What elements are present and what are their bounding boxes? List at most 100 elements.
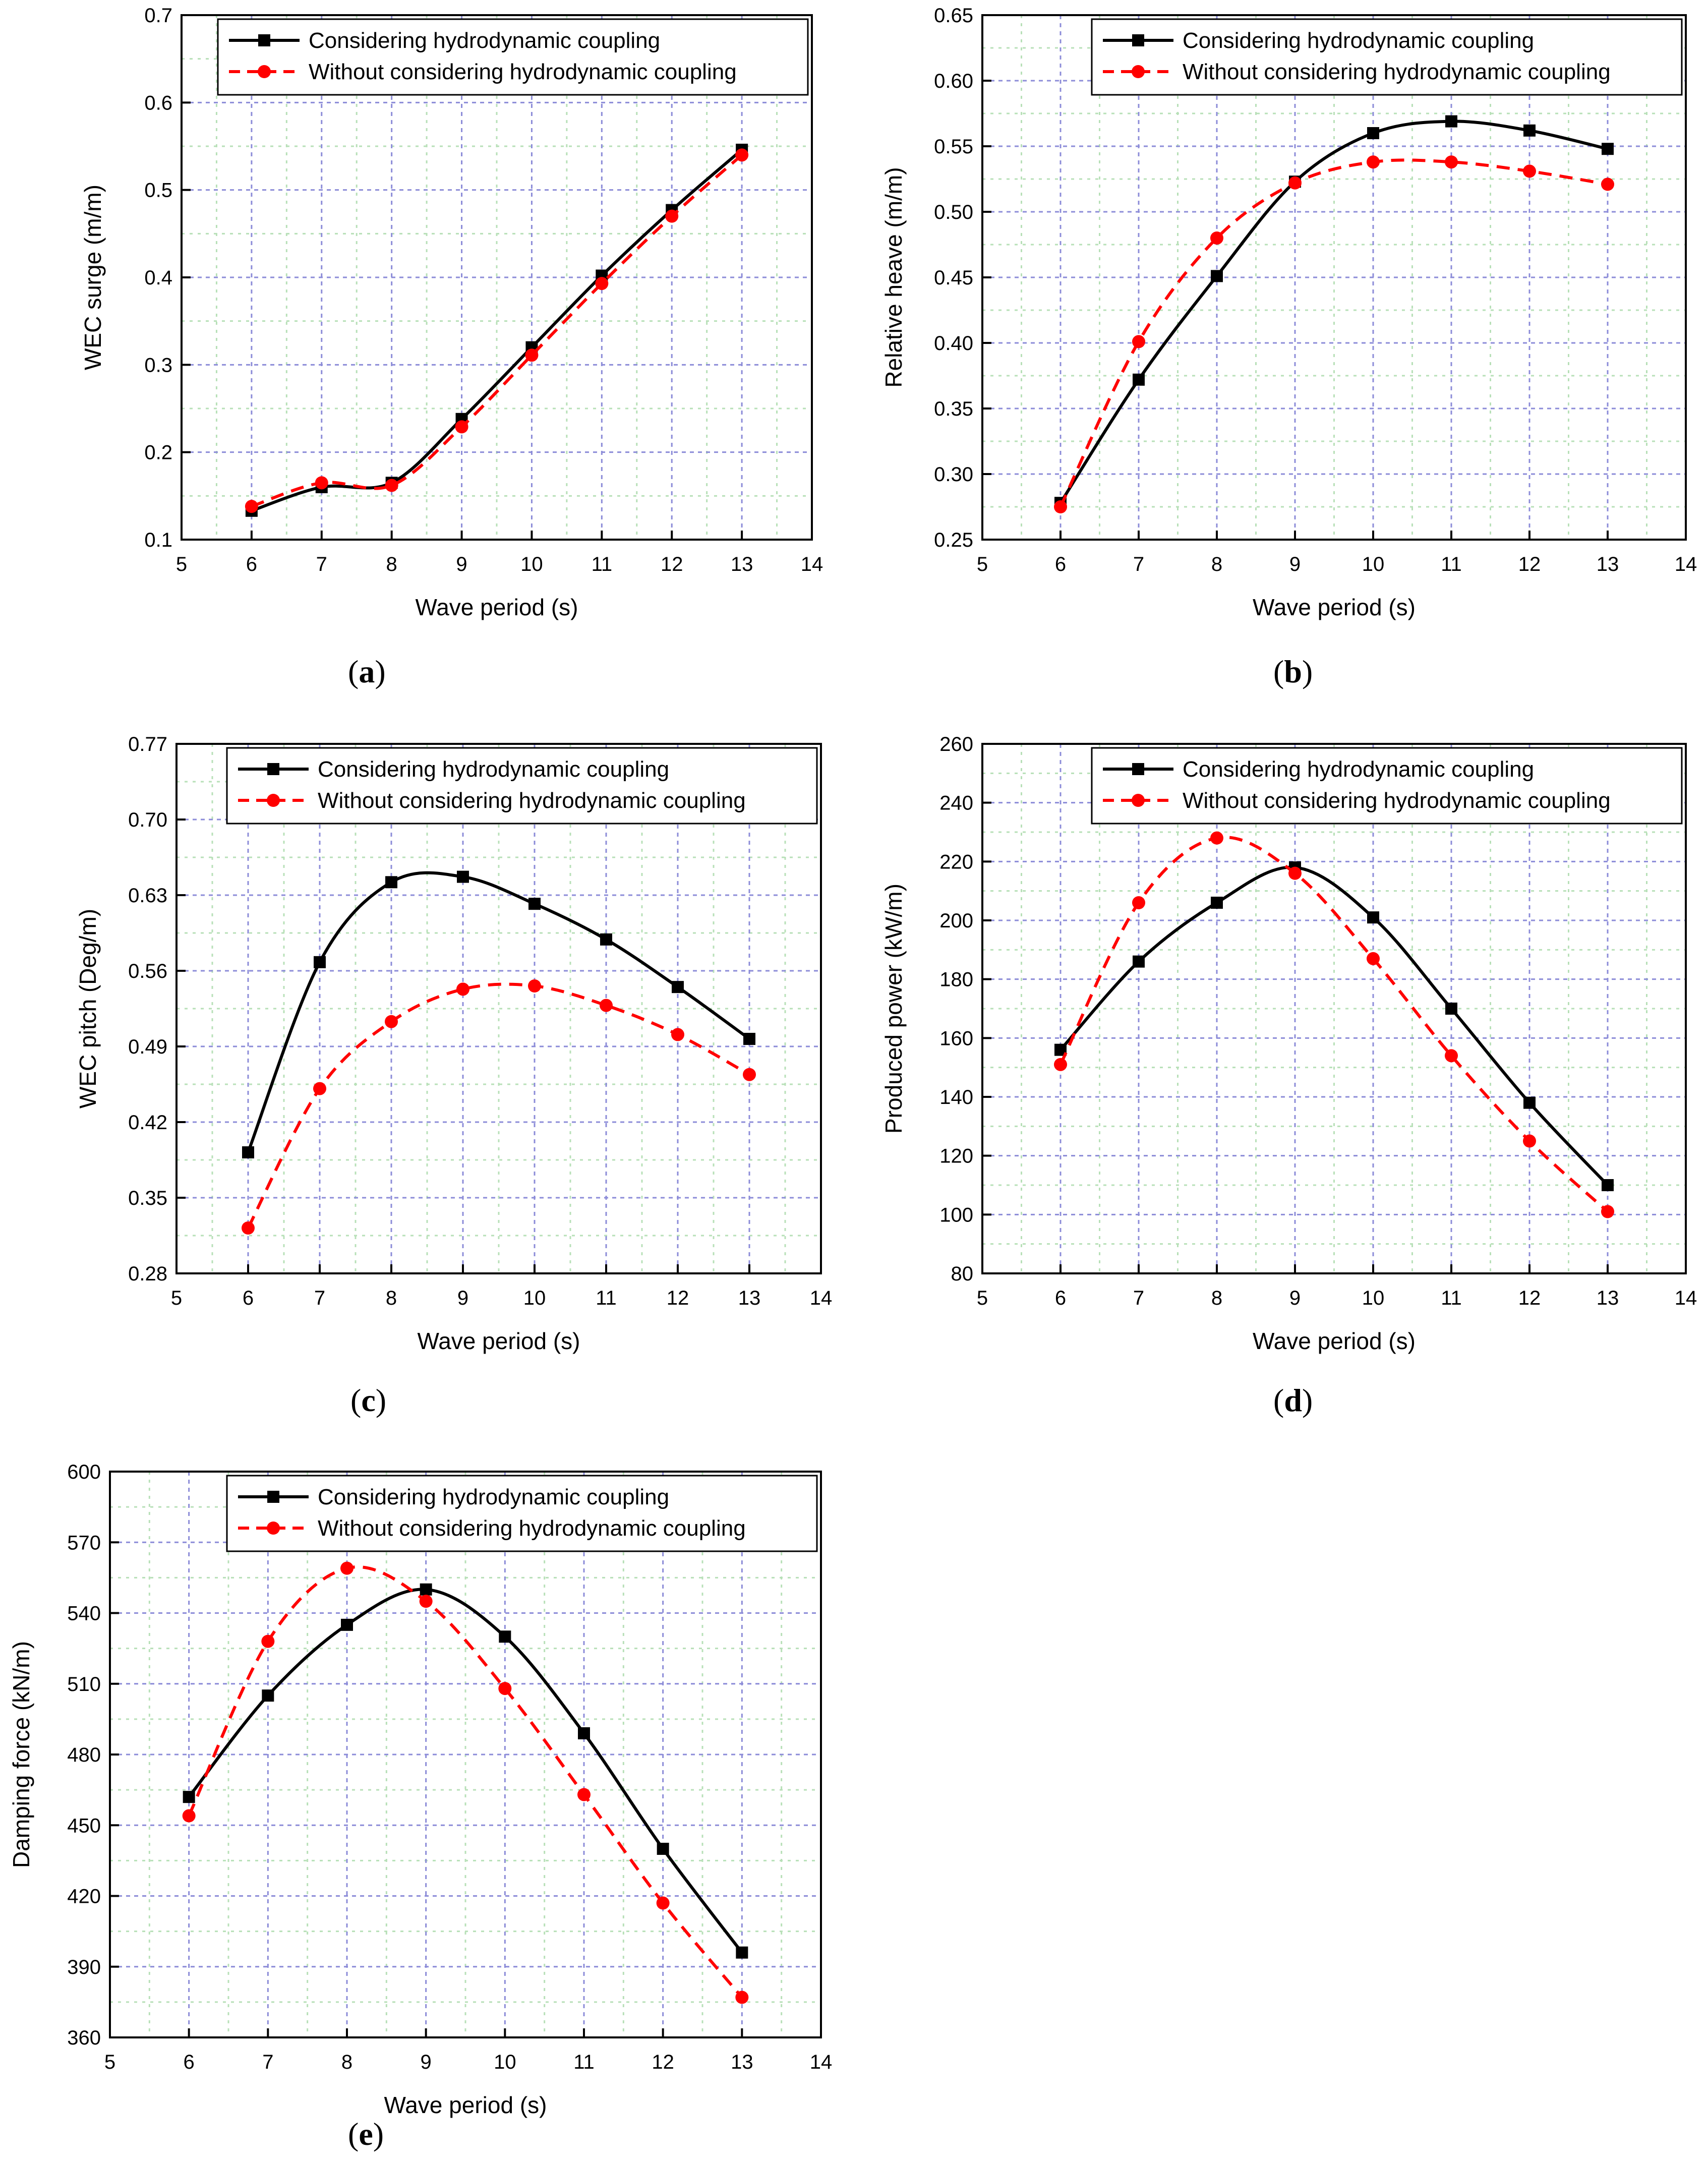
panel-label-letter: c	[361, 1382, 376, 1418]
x-tick-label: 11	[573, 2051, 595, 2073]
x-tick-label: 10	[520, 553, 543, 575]
y-axis-label: WEC pitch (Deg/m)	[75, 909, 101, 1108]
x-tick-label: 14	[1675, 553, 1697, 575]
y-tick-label: 0.6	[144, 92, 172, 114]
y-tick-label: 390	[67, 1956, 101, 1978]
data-point-circle	[1367, 952, 1380, 965]
x-tick-label: 11	[592, 553, 613, 575]
y-axis-label: Relative heave (m/m)	[880, 167, 907, 387]
x-tick-label: 8	[341, 2051, 352, 2073]
data-point-square	[242, 1146, 254, 1158]
y-tick-label: 120	[939, 1145, 973, 1167]
y-axis-label: WEC surge (m/m)	[80, 185, 106, 370]
y-tick-label: 0.2	[144, 442, 172, 464]
y-tick-label: 0.60	[934, 70, 973, 92]
legend-marker-square	[267, 1491, 279, 1503]
data-point-circle	[595, 277, 609, 290]
y-tick-label: 540	[67, 1603, 101, 1625]
x-axis-label: Wave period (s)	[1253, 594, 1416, 620]
y-tick-label: 600	[67, 1461, 101, 1483]
plot-frame	[109, 1471, 822, 2038]
y-tick-label: 0.4	[144, 267, 172, 289]
x-tick-label: 7	[262, 2051, 273, 2073]
y-tick-label: 570	[67, 1532, 101, 1554]
data-point-square	[1367, 911, 1379, 924]
data-point-square	[1602, 143, 1614, 155]
data-point-circle	[600, 999, 613, 1012]
data-point-circle	[1210, 231, 1223, 245]
panel-label-letter: a	[359, 654, 375, 689]
data-point-square	[1445, 115, 1457, 128]
data-point-circle	[1445, 1049, 1458, 1063]
data-point-circle	[1054, 1058, 1067, 1071]
data-point-square	[457, 870, 469, 883]
y-tick-label: 0.50	[934, 201, 973, 223]
data-point-circle	[315, 476, 328, 490]
x-axis-label: Wave period (s)	[1253, 1328, 1416, 1354]
data-point-circle	[735, 1991, 749, 2004]
x-tick-label: 9	[1289, 1287, 1301, 1309]
legend-marker-circle	[267, 1522, 280, 1535]
data-point-circle	[656, 1896, 670, 1910]
x-tick-label: 5	[171, 1287, 182, 1309]
data-point-circle	[671, 1028, 684, 1041]
data-point-square	[1133, 955, 1145, 968]
x-tick-label: 13	[738, 1287, 761, 1309]
data-point-circle	[385, 479, 398, 492]
x-tick-label: 14	[810, 1287, 833, 1309]
legend-marker-square	[258, 34, 270, 46]
legend-label: Considering hydrodynamic coupling	[1183, 757, 1534, 782]
y-tick-label: 0.35	[934, 398, 973, 420]
legend-marker-square	[267, 763, 279, 775]
x-tick-label: 7	[1133, 1287, 1144, 1309]
x-tick-label: 12	[1518, 553, 1541, 575]
data-point-square	[1523, 1096, 1536, 1109]
y-tick-label: 100	[939, 1204, 973, 1226]
data-point-square	[600, 933, 612, 946]
y-tick-label: 200	[939, 910, 973, 932]
series-line-considering-coupling	[247, 871, 750, 1153]
y-tick-label: 0.63	[128, 885, 167, 907]
data-point-circle	[455, 420, 468, 434]
x-tick-label: 13	[1597, 553, 1619, 575]
data-point-square	[1367, 127, 1379, 139]
plot-frame	[181, 14, 813, 541]
data-point-square	[528, 898, 541, 910]
legend-box	[217, 18, 809, 96]
x-tick-label: 6	[246, 553, 257, 575]
data-point-square	[578, 1727, 590, 1739]
x-tick-label: 9	[457, 1287, 468, 1309]
data-point-circle	[419, 1595, 433, 1608]
legend-label: Without considering hydrodynamic couplin…	[1183, 788, 1611, 813]
x-tick-label: 5	[176, 553, 187, 575]
x-tick-label: 14	[1675, 1287, 1697, 1309]
x-tick-label: 10	[1362, 553, 1385, 575]
data-point-square	[672, 981, 684, 993]
y-tick-label: 0.40	[934, 332, 973, 355]
legend-label: Considering hydrodynamic coupling	[318, 1485, 669, 1509]
y-tick-label: 0.25	[934, 529, 973, 551]
x-tick-label: 7	[314, 1287, 325, 1309]
y-tick-label: 0.45	[934, 267, 973, 289]
y-tick-label: 260	[939, 733, 973, 755]
x-axis-label: Wave period (s)	[384, 2092, 547, 2118]
data-point-square	[385, 876, 397, 889]
y-tick-label: 0.49	[128, 1036, 167, 1058]
panel-label-letter: e	[359, 2116, 373, 2152]
y-tick-label: 220	[939, 851, 973, 873]
data-point-circle	[577, 1788, 591, 1801]
legend-box	[1091, 18, 1683, 96]
legend-marker-circle	[1132, 794, 1145, 807]
series-line-considering-coupling	[251, 148, 743, 512]
x-tick-label: 9	[1289, 553, 1301, 575]
panel-label-e: (e)	[348, 2116, 384, 2152]
data-point-square	[341, 1618, 353, 1631]
data-point-square	[1211, 897, 1223, 909]
data-point-circle	[261, 1634, 275, 1648]
series-line-without-coupling	[251, 154, 743, 508]
data-point-square	[1445, 1003, 1457, 1015]
y-tick-label: 0.30	[934, 463, 973, 486]
y-tick-label: 0.77	[128, 733, 167, 755]
